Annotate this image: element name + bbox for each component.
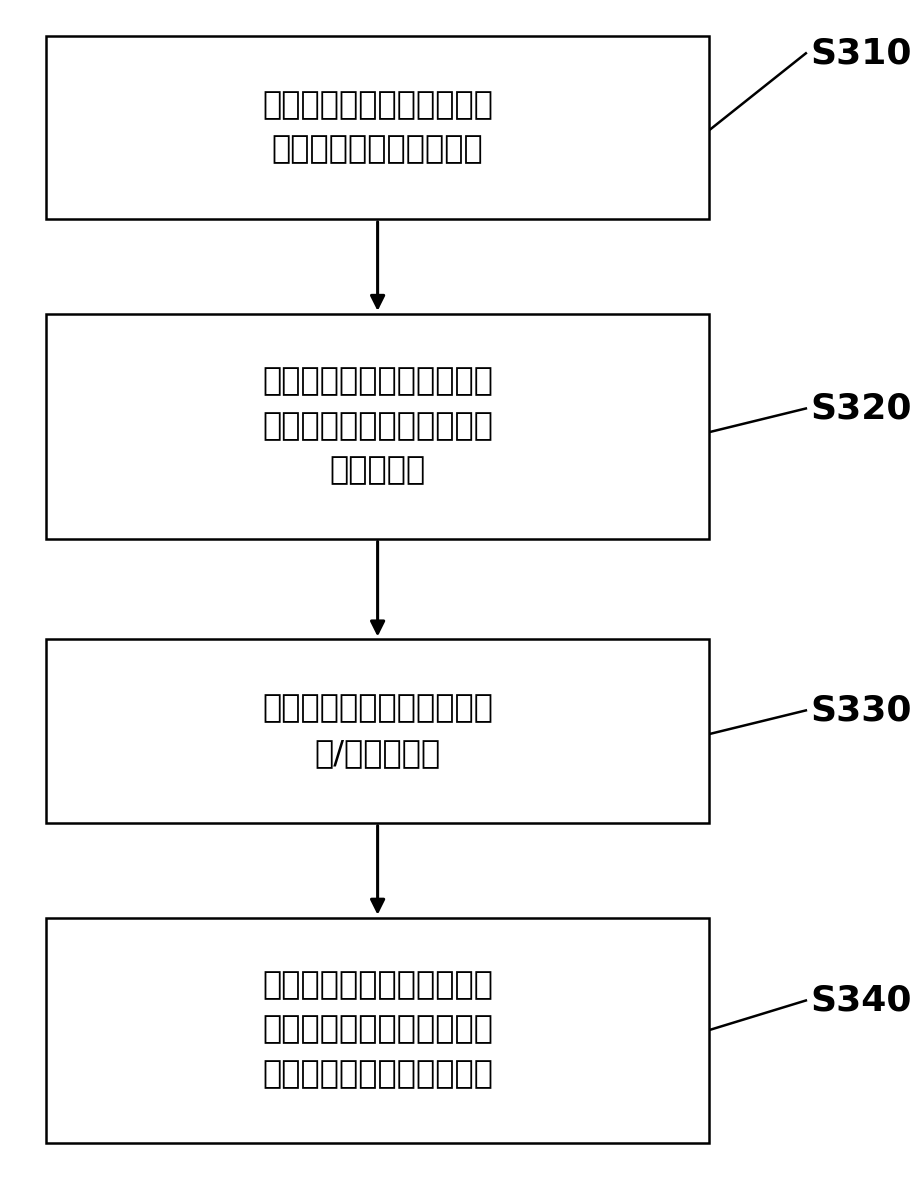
- Text: S330: S330: [810, 694, 912, 727]
- Text: S320: S320: [810, 392, 912, 425]
- Bar: [46, 314, 709, 539]
- Bar: [46, 639, 709, 823]
- Text: 遍历多个采集数据，根据每
个显示列内出现的最大、最
小码值形成列峰值统计结果: 遍历多个采集数据，根据每 个显示列内出现的最大、最 小码值形成列峰值统计结果: [262, 971, 493, 1089]
- Text: 遍历多个采集数据，根据累
加得到的统计值形成列直方
图统计结果: 遍历多个采集数据，根据累 加得到的统计值形成列直方 图统计结果: [262, 367, 493, 485]
- Bar: [46, 918, 709, 1143]
- Text: S310: S310: [810, 37, 912, 70]
- Text: 检测且更新对应的第一最值
和/或第二最值: 检测且更新对应的第一最值 和/或第二最值: [262, 694, 493, 768]
- Bar: [46, 36, 709, 219]
- Text: S340: S340: [810, 984, 912, 1017]
- Text: 对任意一个数据点的坐标编
码的统计值进行数值累加: 对任意一个数据点的坐标编 码的统计值进行数值累加: [262, 90, 493, 165]
